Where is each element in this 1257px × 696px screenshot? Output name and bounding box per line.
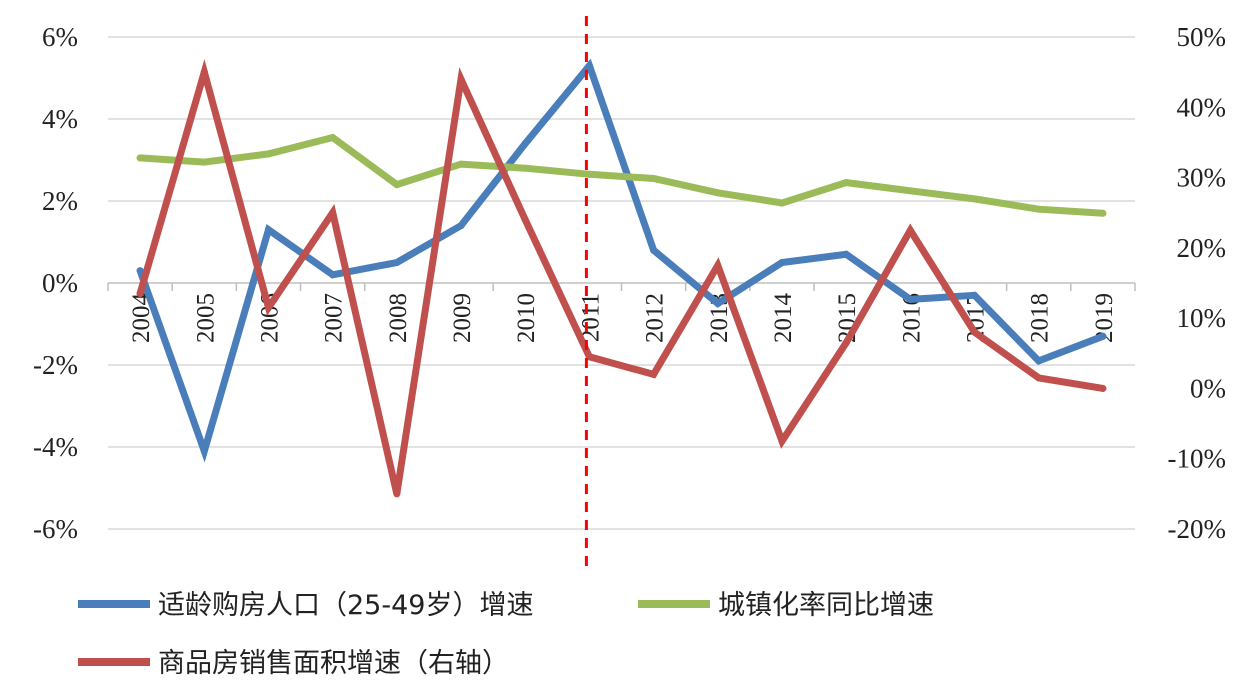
y-left-tick-label: -2% [33,350,78,380]
data-point [200,158,208,166]
data-point [778,259,786,266]
data-point [714,300,722,307]
data-point [842,250,850,258]
y-left-tick-label: 4% [42,104,78,134]
legend-item: 适龄购房人口（25-49岁）增速 [78,590,533,621]
data-point [650,370,658,378]
data-point [650,174,658,182]
data-point [264,226,272,234]
data-point [393,181,401,189]
legend-item: 商品房销售面积增速（右轴） [78,648,509,679]
data-point [906,226,914,234]
y-right-tick-label: 30% [1177,163,1227,193]
y-right-tick-label: 0% [1190,373,1226,403]
data-point [650,246,658,254]
x-tick-labels: 2004 2005 2006 2007 2008 2009 2010 2011 2012 2013… [128,293,1118,344]
data-point [329,209,337,217]
data-point [264,150,272,158]
data-point [457,222,465,230]
y-right-tick-label: -20% [1168,514,1226,544]
data-point [778,199,786,207]
y-left-tick-label: 0% [42,268,78,298]
data-point [906,187,914,195]
left-y-axis-tick-labels: 6% 4% 2% 0% -2% -4% -6% [33,22,78,544]
series-2 [136,133,1107,217]
data-point [329,271,337,279]
data-point [329,133,337,141]
x-tick-label: 2012 [642,293,669,343]
y-left-tick-label: 6% [42,22,78,52]
data-point [1035,205,1043,213]
data-point [136,290,144,298]
x-tick-label: 2014 [770,293,797,344]
data-point [906,295,914,303]
data-point [842,339,850,347]
y-left-tick-label: -6% [33,514,78,544]
data-point [1099,209,1107,217]
x-tick-label: 2008 [385,293,412,343]
data-point [457,75,465,83]
data-point [521,140,529,148]
series-3 [136,59,1107,498]
data-point [393,490,401,498]
data-point [1035,374,1043,382]
series-line [136,133,1107,217]
data-point [1035,357,1043,365]
data-point [1099,384,1107,392]
data-point [1099,332,1107,340]
legend-item: 城镇化率同比增速 [638,590,934,621]
series-line [136,59,1107,495]
data-point [714,261,722,269]
legend-label: 城镇化率同比增速 [718,590,934,621]
data-point [521,164,529,172]
series-line [136,58,1107,463]
right-y-axis-tick-labels: 50% 40% 30% 20% 10% 0% -10% -20% [1168,22,1226,544]
gridlines [108,36,1135,530]
x-tick-label: 2018 [1027,293,1054,343]
x-tick-label: 2009 [449,293,476,343]
data-point [585,170,593,178]
data-point [714,189,722,197]
data-point [585,62,593,70]
data-point [264,304,272,312]
y-right-tick-label: 20% [1177,233,1227,263]
data-point [136,267,144,275]
data-point [200,68,208,76]
y-right-tick-label: 40% [1177,92,1227,122]
data-point [136,154,144,162]
x-tick-label: 2007 [321,293,348,343]
data-point [200,447,208,455]
data-point [778,437,786,445]
data-point [971,195,979,203]
series-1 [136,58,1107,463]
series-lines [136,58,1107,498]
y-left-tick-label: 2% [42,186,78,216]
y-left-tick-label: -4% [33,432,78,462]
y-right-tick-label: 10% [1177,303,1227,333]
y-right-tick-label: 50% [1177,22,1227,52]
data-point [971,328,979,336]
y-right-tick-label: -10% [1168,444,1226,474]
data-point [393,259,401,266]
legend-label: 适龄购房人口（25-49岁）增速 [158,590,533,621]
data-point [971,291,979,299]
data-point [457,160,465,168]
data-point [842,179,850,187]
legend-label: 商品房销售面积增速（右轴） [158,648,509,679]
x-tick-label: 2010 [513,293,540,343]
x-tick-label: 2005 [192,293,219,343]
data-point [521,216,529,224]
